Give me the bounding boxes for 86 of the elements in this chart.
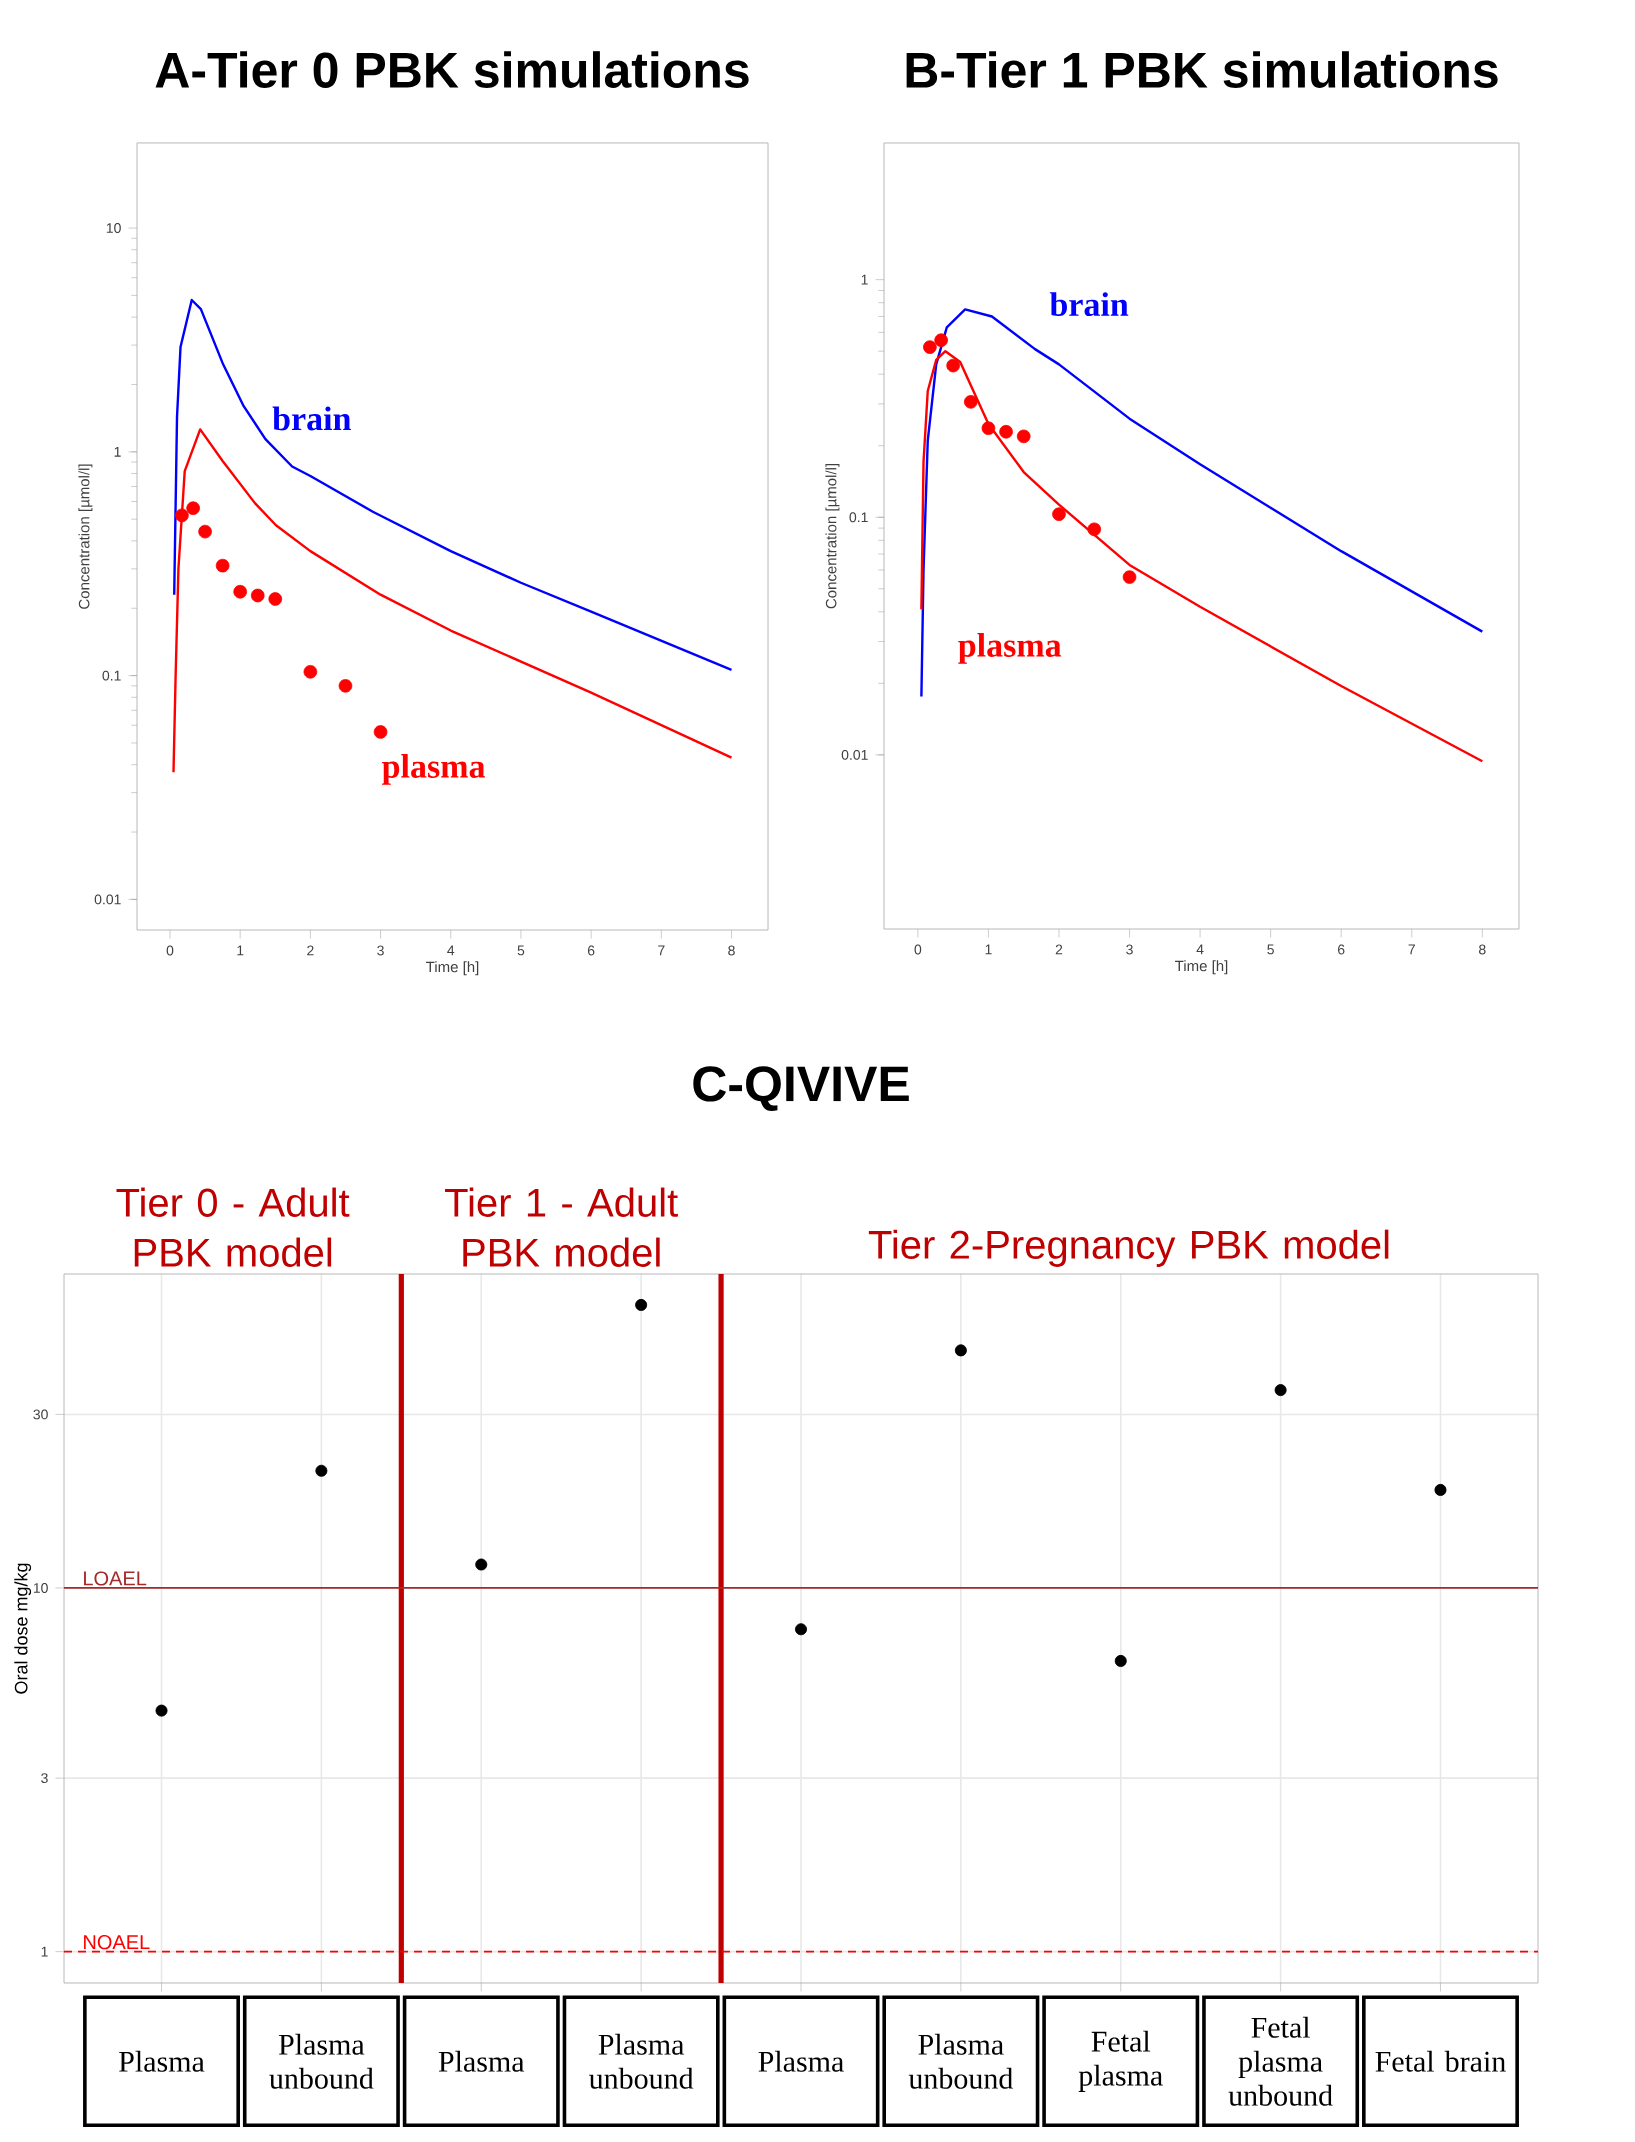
point <box>233 584 247 599</box>
point <box>475 1558 488 1571</box>
x-tick-label: 0 <box>166 945 174 956</box>
y-tick-label: 0.1 <box>849 512 868 523</box>
chart-title: A-Tier 0 PBK simulations <box>155 51 749 88</box>
x-tick-label: 6 <box>587 945 595 956</box>
x-tick-label: 1 <box>237 945 244 956</box>
line-series <box>173 298 733 672</box>
series-label: brain <box>1049 292 1129 317</box>
point <box>954 1344 967 1357</box>
point <box>1087 522 1102 537</box>
point <box>923 340 937 354</box>
text: Tier 0 - Adult PBK model <box>116 1187 350 1267</box>
x-axis-title: Time [h] <box>426 961 479 976</box>
line-series <box>920 349 1484 763</box>
point <box>999 424 1013 439</box>
x-tick-label: 1 <box>985 944 992 955</box>
point <box>175 508 189 523</box>
point <box>373 725 388 739</box>
chart-title: C-QIVIVE <box>693 1066 909 1111</box>
y-tick-label: 0.1 <box>102 670 121 681</box>
x-tick-label: 5 <box>1267 944 1274 955</box>
point <box>946 358 960 373</box>
point <box>198 524 212 539</box>
ref-line-label: LOAEL <box>84 1571 147 1586</box>
point <box>155 1704 168 1717</box>
x-tick-label: Plasma <box>438 2050 525 2072</box>
x-tick-label: 8 <box>1479 944 1486 955</box>
point <box>1434 1483 1447 1496</box>
point <box>1016 429 1031 444</box>
point <box>215 558 230 573</box>
x-tick-label: 4 <box>1196 944 1204 955</box>
series-label: brain <box>272 406 351 431</box>
x-tick-label: 4 <box>447 945 455 956</box>
x-tick-label: Plasma unbound <box>269 2033 374 2089</box>
y-axis-title: Oral dose mg/kg <box>14 1563 32 1694</box>
point <box>250 588 265 603</box>
y-tick-label: 3 <box>41 1773 48 1784</box>
point <box>963 395 978 409</box>
x-tick-label: 8 <box>728 945 735 956</box>
text: plasma <box>382 754 486 785</box>
point <box>1274 1384 1287 1397</box>
x-tick-label: Fetal plasma <box>1078 2030 1163 2092</box>
y-tick-label: 0.01 <box>841 749 868 760</box>
y-axis-title: Concentration [µmol/l] <box>78 464 93 609</box>
point <box>795 1623 807 1636</box>
x-tick-label: Plasma unbound <box>908 2033 1013 2089</box>
x-tick-label: Fetal plasma unbound <box>1228 2016 1333 2106</box>
point <box>635 1298 648 1311</box>
y-tick-label: 30 <box>33 1409 48 1420</box>
x-tick-label: 7 <box>1408 944 1415 955</box>
x-tick-label: 2 <box>1055 944 1063 955</box>
x-tick-label: 6 <box>1338 944 1345 955</box>
x-tick-label: 3 <box>1126 944 1133 955</box>
x-tick-label: Fetal brain <box>1375 2050 1506 2072</box>
point <box>315 1464 328 1477</box>
point <box>186 501 200 515</box>
y-axis-title: Concentration [µmol/l] <box>825 463 840 609</box>
x-tick-label: 2 <box>307 945 314 956</box>
y-tick-label: 1 <box>41 1946 48 1957</box>
chart-title: B-Tier 1 PBK simulations <box>906 51 1498 88</box>
ref-line-label: NOAEL <box>84 1935 150 1950</box>
x-tick-label: 3 <box>377 945 384 956</box>
point <box>303 665 318 679</box>
text: Tier 2-Pregnancy PBK model <box>868 1229 1389 1267</box>
point <box>1052 507 1066 521</box>
x-tick-label: 0 <box>914 944 922 955</box>
text: Tier 1 - Adult PBK model <box>445 1187 678 1267</box>
point <box>338 679 353 693</box>
point <box>934 333 948 348</box>
x-tick-label: 7 <box>658 945 665 956</box>
y-tick-label: 1 <box>114 447 121 457</box>
x-tick-label: 5 <box>517 945 525 956</box>
y-tick-label: 10 <box>33 1583 48 1593</box>
x-axis-title: Time [h] <box>1175 960 1228 975</box>
point <box>1122 570 1137 584</box>
point <box>1114 1654 1127 1667</box>
y-tick-label: 10 <box>106 223 121 233</box>
x-tick-label: Plasma unbound <box>589 2033 694 2089</box>
series-label: plasma <box>958 632 1062 664</box>
point <box>268 592 283 606</box>
y-tick-label: 1 <box>861 274 868 285</box>
x-tick-label: Plasma <box>758 2050 844 2072</box>
y-tick-label: 0.01 <box>94 894 121 905</box>
point <box>981 421 996 436</box>
x-tick-label: Plasma <box>119 2050 205 2072</box>
